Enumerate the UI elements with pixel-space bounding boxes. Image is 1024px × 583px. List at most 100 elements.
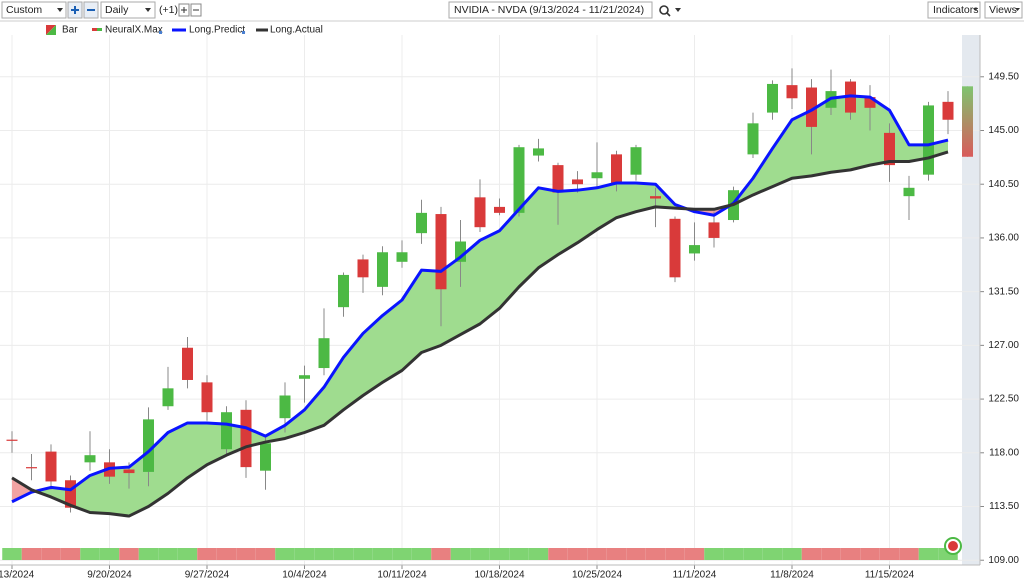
candle-body — [903, 187, 915, 197]
candle-body — [299, 375, 310, 379]
signal-segment — [80, 548, 100, 560]
signal-segment — [762, 548, 783, 560]
signal-segment — [743, 548, 763, 560]
signal-segment — [587, 548, 607, 560]
views-button[interactable] — [984, 1, 1023, 19]
signal-segment — [606, 548, 627, 560]
signal-segment — [782, 548, 802, 560]
search-icon[interactable] — [659, 5, 669, 15]
signal-segment — [216, 548, 237, 560]
x-tick-label: 9/20/2024 — [87, 570, 132, 581]
candle-body — [747, 123, 759, 155]
band-fill — [597, 183, 617, 230]
plus-icon — [181, 7, 187, 13]
band-fill — [90, 468, 110, 514]
interval-text: Daily — [105, 4, 129, 16]
candle-body — [650, 196, 661, 199]
signal-segment — [60, 548, 81, 560]
signal-segment — [450, 548, 471, 560]
series-line — [11, 94, 949, 504]
dropdown-arrow — [675, 8, 681, 12]
dropdown-arrow — [57, 8, 63, 12]
signal-segment — [158, 548, 178, 560]
candle-body — [357, 259, 369, 278]
dollar-badge-inner — [948, 541, 958, 551]
signal-segment — [275, 548, 295, 560]
candle-body — [552, 165, 564, 193]
band-fill — [850, 95, 870, 170]
x-tick-label: 10/4/2024 — [282, 570, 327, 581]
legend-settings[interactable] — [159, 31, 162, 34]
candle-body — [806, 87, 817, 127]
candle-body — [26, 467, 37, 469]
signal-segment — [411, 548, 432, 560]
indicators-button[interactable] — [927, 1, 981, 19]
band-fill — [304, 387, 324, 433]
candle-body — [338, 274, 349, 308]
candle-body — [513, 147, 525, 213]
range-select[interactable] — [1, 1, 67, 19]
band-fill — [772, 119, 792, 187]
toolbar: Custom Daily (+1) NVIDIA - NVDA (9/13/20… — [1, 1, 1023, 19]
candle-body — [65, 480, 76, 508]
candle-body — [279, 395, 291, 419]
x-tick-label: 9/13/2024 — [0, 570, 35, 581]
band-fill — [792, 110, 812, 179]
y-tick-label: 145.00 — [988, 125, 1019, 136]
signal-segment — [2, 548, 22, 560]
legend: Bar NeuralX.Max Long.Predict Long.Actual — [46, 25, 323, 36]
signal-segment — [99, 548, 120, 560]
x-tick-label: 9/27/2024 — [185, 570, 230, 581]
candle-body — [708, 222, 720, 238]
band-fill — [382, 300, 402, 383]
candle-body — [591, 172, 603, 179]
band-fill — [480, 230, 500, 324]
signal-segment — [431, 548, 451, 560]
candle-body — [84, 455, 96, 463]
candle-body — [396, 252, 408, 262]
signal-segment — [138, 548, 159, 560]
candle-body — [864, 97, 876, 108]
x-tick-label: 11/1/2024 — [673, 570, 717, 581]
signal-segment — [177, 548, 198, 560]
signal-segment — [567, 548, 588, 560]
legend-settings[interactable] — [242, 31, 245, 34]
band-fill — [558, 190, 578, 255]
current-bar-highlight — [962, 35, 980, 565]
legend-icon — [92, 28, 97, 31]
signal-segment — [548, 548, 568, 560]
x-tick-label: 10/11/2024 — [377, 570, 427, 581]
candle-body — [162, 388, 174, 407]
candle-body — [123, 469, 135, 474]
candle-body — [377, 252, 388, 287]
signal-segment — [489, 548, 510, 560]
symbol-text: NVIDIA - NVDA (9/13/2024 - 11/21/2024) — [454, 4, 644, 16]
signal-segment — [119, 548, 139, 560]
interval-select[interactable] — [100, 1, 156, 19]
candle-body — [221, 412, 232, 450]
y-tick-label: 122.50 — [988, 394, 1019, 405]
band-fill — [168, 422, 188, 494]
symbol-box[interactable] — [448, 1, 653, 19]
band-fill — [577, 187, 597, 243]
band-fill — [616, 183, 636, 218]
candle-body — [884, 132, 895, 166]
signal-segment — [372, 548, 393, 560]
signal-segment — [294, 548, 315, 560]
signal-segment — [645, 548, 666, 560]
candle-body — [45, 451, 57, 482]
views-text: Views — [989, 4, 1017, 16]
signal-segment — [918, 548, 939, 560]
signal-segment — [314, 548, 334, 560]
candle-body — [533, 148, 544, 156]
dropdown-arrow — [973, 8, 978, 11]
y-tick-label: 109.00 — [988, 555, 1019, 566]
signal-segment — [21, 548, 42, 560]
candle-body — [201, 382, 213, 413]
y-tick-label: 140.50 — [988, 179, 1019, 190]
candle-body — [435, 214, 447, 290]
signal-segment — [333, 548, 354, 560]
band-fill — [753, 148, 773, 195]
series-line — [11, 150, 949, 518]
